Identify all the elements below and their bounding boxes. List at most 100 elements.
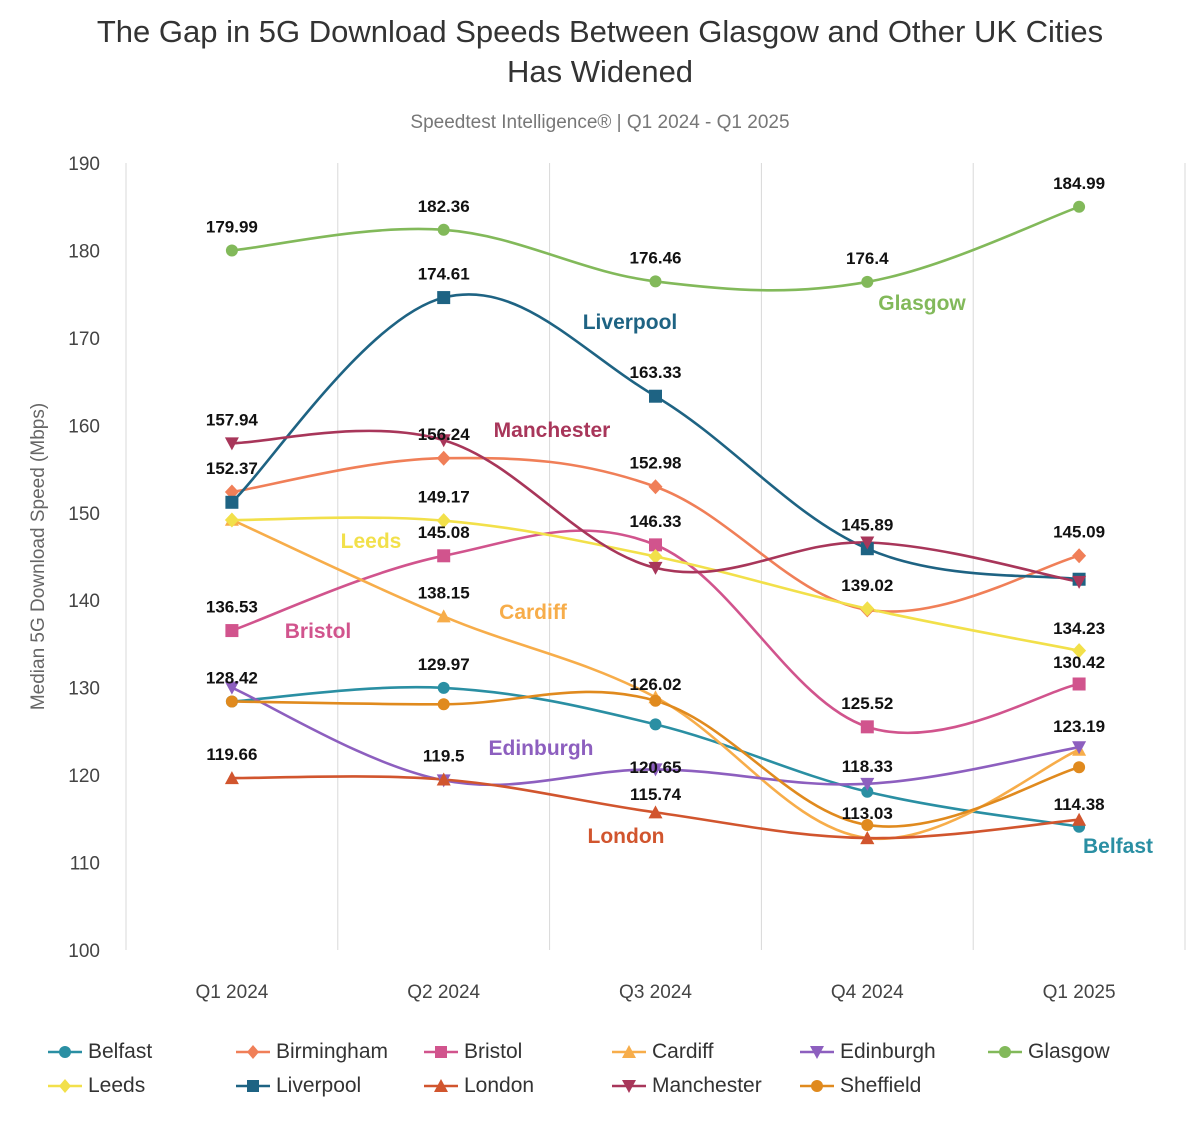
- legend-item-liverpool: Liverpool: [236, 1074, 361, 1098]
- data-point-sheffield: [437, 698, 450, 711]
- series-inline-label-london: London: [588, 825, 665, 848]
- legend-swatch-london: [424, 1079, 458, 1092]
- data-label-bristol: 136.53: [206, 598, 258, 617]
- data-point-liverpool: [649, 389, 662, 403]
- x-tick-label: Q3 2024: [619, 982, 692, 1003]
- legend-label: Cardiff: [652, 1040, 714, 1063]
- data-point-cardiff: [436, 609, 451, 623]
- chart-subtitle: Speedtest Intelligence® | Q1 2024 - Q1 2…: [410, 112, 790, 133]
- x-tick-label: Q1 2025: [1043, 982, 1116, 1003]
- data-point-edinburgh: [860, 777, 875, 791]
- data-point-london: [224, 771, 239, 785]
- legend-item-glasgow: Glasgow: [988, 1040, 1110, 1064]
- data-point-leeds: [648, 549, 663, 564]
- chart-title: The Gap in 5G Download Speeds Between Gl…: [0, 12, 1200, 92]
- legend-label: Sheffield: [840, 1074, 922, 1097]
- legend-item-london: London: [424, 1074, 534, 1098]
- data-point-london: [436, 772, 451, 786]
- legend-label: London: [464, 1074, 535, 1097]
- data-point-manchester: [1072, 575, 1087, 589]
- data-label-glasgow: 176.46: [630, 248, 682, 267]
- data-point-sheffield: [649, 694, 662, 707]
- data-label-leeds: 134.23: [1053, 619, 1105, 638]
- legend-item-birmingham: Birmingham: [236, 1040, 388, 1064]
- series-inline-label-bristol: Bristol: [285, 620, 352, 643]
- legend-item-leeds: Leeds: [48, 1074, 145, 1098]
- data-label-bristol: 145.08: [418, 523, 470, 542]
- legend-swatch-sheffield: [800, 1080, 834, 1092]
- x-tick-label: Q1 2024: [195, 982, 268, 1003]
- legend-label: Manchester: [652, 1074, 762, 1097]
- y-tick-label: 140: [68, 591, 100, 612]
- data-label-belfast: 129.97: [418, 655, 470, 674]
- data-point-bristol: [649, 538, 662, 552]
- data-point-manchester: [860, 536, 875, 550]
- data-label-london: 119.66: [206, 745, 257, 764]
- data-label-sheffield: 126.02: [630, 675, 682, 694]
- line-chart: 100 110 120 130 140 150 160 170 180 190 Q1 2024 Q2 …: [28, 154, 1186, 1003]
- data-label-liverpool: 145.89: [841, 516, 893, 535]
- data-label-glasgow: 179.99: [206, 218, 258, 237]
- data-point-leeds: [1072, 643, 1087, 659]
- data-point-glasgow: [225, 244, 238, 257]
- data-point-leeds: [860, 601, 875, 617]
- data-point-bristol: [225, 624, 239, 638]
- y-axis-label: Median 5G Download Speed (Mbps): [28, 403, 49, 710]
- data-label-belfast: 114.38: [1054, 795, 1105, 814]
- data-point-birmingham: [648, 479, 663, 495]
- data-point-manchester: [648, 561, 663, 575]
- data-label-bristol: 146.33: [630, 512, 682, 531]
- y-tick-label: 130: [68, 679, 100, 700]
- legend-swatch-cardiff: [612, 1045, 646, 1058]
- data-label-bristol: 130.42: [1053, 653, 1105, 672]
- data-label-liverpool: 163.33: [630, 363, 682, 382]
- data-point-london: [860, 831, 875, 845]
- data-label-birmingham: 156.24: [418, 425, 471, 444]
- legend-item-manchester: Manchester: [612, 1074, 762, 1098]
- data-label-belfast: 118.33: [842, 757, 893, 776]
- data-point-bristol: [860, 720, 874, 734]
- data-point-glasgow: [1073, 200, 1086, 213]
- legend-label: Edinburgh: [840, 1040, 936, 1063]
- series-inline-label-liverpool: Liverpool: [583, 311, 678, 334]
- series-line-birmingham: [231, 456, 1080, 613]
- series-inline-label-cardiff: Cardiff: [499, 601, 568, 624]
- data-point-birmingham: [436, 450, 451, 466]
- data-point-sheffield: [225, 695, 238, 708]
- y-tick-label: 180: [68, 241, 100, 262]
- y-tick-label: 190: [68, 154, 100, 175]
- data-point-london: [1072, 812, 1087, 826]
- data-point-glasgow: [437, 223, 450, 236]
- data-label-bristol: 125.52: [841, 694, 893, 713]
- legend-swatch-edinburgh: [800, 1046, 834, 1059]
- data-label-birmingham: 152.98: [630, 454, 682, 473]
- legend-item-edinburgh: Edinburgh: [800, 1040, 936, 1064]
- legend-label: Belfast: [88, 1040, 153, 1063]
- legend-label: Liverpool: [276, 1074, 362, 1097]
- data-point-edinburgh: [1072, 741, 1087, 755]
- series-inline-label-edinburgh: Edinburgh: [489, 737, 594, 760]
- data-point-bristol: [1072, 677, 1086, 691]
- legend-label: Glasgow: [1028, 1040, 1110, 1063]
- y-tick-label: 100: [68, 941, 100, 962]
- legend-swatch-manchester: [612, 1080, 646, 1093]
- data-label-belfast: 128.42: [206, 668, 258, 687]
- x-tick-label: Q2 2024: [407, 982, 480, 1003]
- series-inline-label-leeds: Leeds: [341, 530, 402, 553]
- x-tick-label: Q4 2024: [831, 982, 904, 1003]
- data-label-glasgow: 184.99: [1053, 174, 1105, 193]
- data-label-birmingham: 152.37: [206, 459, 258, 478]
- data-label-sheffield: 113.03: [842, 804, 893, 823]
- data-point-edinburgh: [648, 763, 663, 777]
- data-point-glasgow: [861, 275, 874, 288]
- data-point-belfast: [437, 681, 450, 694]
- series-inline-label-manchester: Manchester: [494, 419, 611, 442]
- data-point-leeds: [436, 513, 451, 529]
- data-point-glasgow: [649, 275, 662, 288]
- data-point-birmingham: [1072, 548, 1087, 564]
- chart-title-line2: Has Widened: [506, 54, 694, 89]
- data-label-edinburgh: 120.65: [630, 758, 682, 777]
- legend-swatch-glasgow: [988, 1046, 1022, 1058]
- y-tick-label: 160: [68, 416, 100, 437]
- y-tick-label: 170: [68, 329, 100, 350]
